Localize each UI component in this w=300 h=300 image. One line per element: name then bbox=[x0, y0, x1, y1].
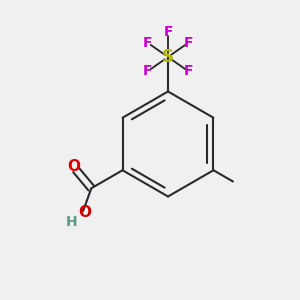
Text: F: F bbox=[143, 64, 153, 78]
Text: O: O bbox=[78, 205, 91, 220]
Text: O: O bbox=[67, 159, 80, 174]
Text: F: F bbox=[143, 36, 153, 50]
Text: F: F bbox=[183, 64, 193, 78]
Text: H: H bbox=[66, 215, 78, 229]
Text: S: S bbox=[162, 48, 174, 66]
Text: F: F bbox=[183, 36, 193, 50]
Text: F: F bbox=[163, 26, 173, 39]
